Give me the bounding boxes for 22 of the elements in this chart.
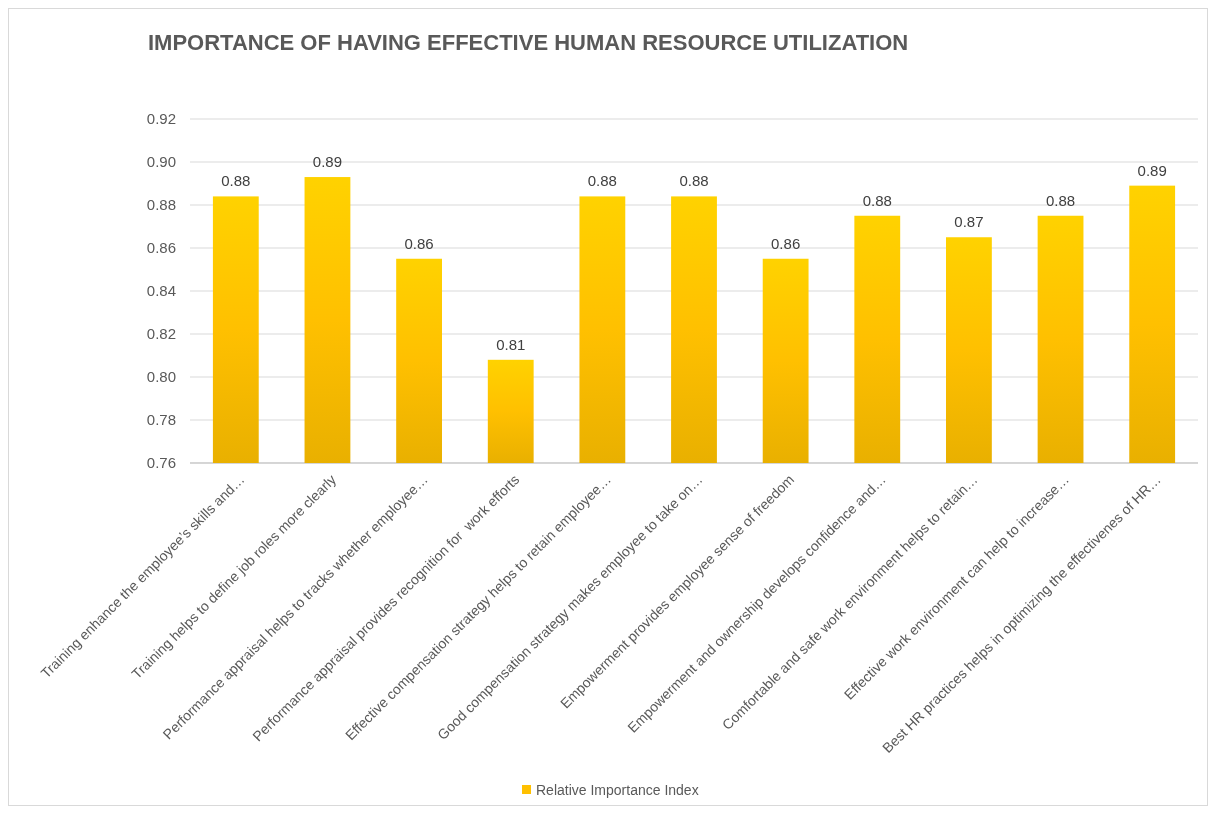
y-tick-label: 0.78 bbox=[146, 411, 176, 429]
y-tick-label: 0.86 bbox=[146, 239, 176, 257]
data-label: 0.89 bbox=[312, 153, 343, 171]
data-label: 0.86 bbox=[404, 234, 434, 252]
y-tick-label: 0.84 bbox=[146, 282, 176, 300]
y-tick-label: 0.88 bbox=[146, 196, 176, 214]
data-label: 0.88 bbox=[862, 191, 892, 209]
y-tick-label: 0.92 bbox=[146, 110, 176, 128]
data-label: 0.87 bbox=[954, 213, 984, 231]
data-label: 0.88 bbox=[587, 172, 617, 190]
y-tick-label: 0.90 bbox=[146, 153, 176, 171]
data-label: 0.86 bbox=[771, 234, 801, 252]
data-label: 0.88 bbox=[679, 172, 709, 190]
chart-title: IMPORTANCE OF HAVING EFFECTIVE HUMAN RESOURCE UTILIZATION bbox=[148, 30, 909, 55]
y-tick-label: 0.82 bbox=[146, 325, 176, 343]
legend-label: Relative Importance Index bbox=[536, 781, 699, 798]
y-tick-label: 0.76 bbox=[146, 454, 176, 472]
data-label: 0.89 bbox=[1137, 161, 1167, 179]
data-label: 0.88 bbox=[1045, 191, 1076, 209]
y-tick-label: 0.80 bbox=[146, 368, 176, 386]
data-label: 0.88 bbox=[221, 172, 251, 190]
data-label: 0.81 bbox=[496, 335, 526, 353]
